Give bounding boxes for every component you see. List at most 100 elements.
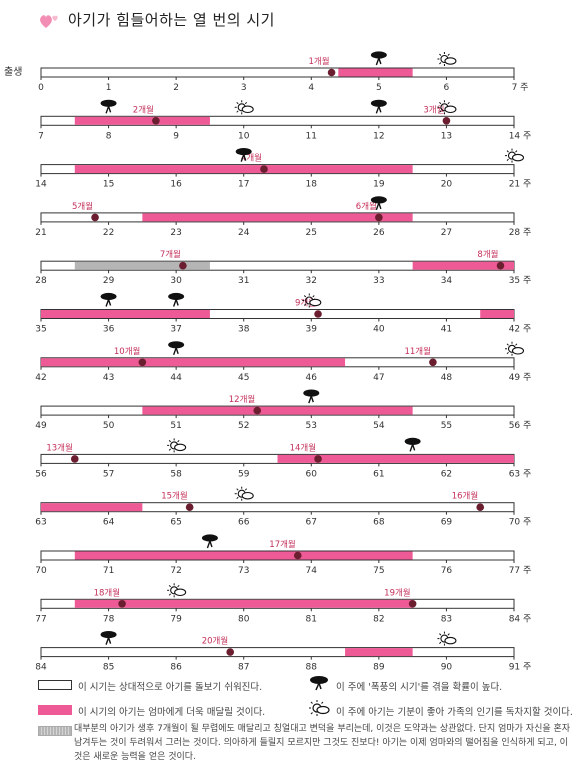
cloud-shape [511,153,525,162]
week-label: 35 주 [509,275,532,286]
sun-ray-shape [236,488,239,491]
week-label: 14 [35,180,47,190]
week-label: 36 [103,325,115,335]
sun-ray-shape [312,295,315,298]
week-label: 1 [106,83,112,93]
month-dot [429,358,437,367]
month-label: 16개월 [452,491,478,502]
storm-icon [100,292,117,307]
week-label: 24 [238,228,250,238]
month-dot [314,310,322,318]
storm-cloud-shape [370,99,387,107]
storm-icon [370,196,387,211]
week-label: 63 [35,518,46,528]
sun-ray-shape [439,633,442,636]
storm-cloud-shape [168,292,185,301]
sun-ray-shape [439,101,442,105]
week-label: 4 [308,83,314,93]
week-label: 14 주 [509,130,532,141]
sun-ray-shape [244,488,248,491]
cloud-shape [444,105,457,114]
week-label: 84 [35,663,47,670]
legend-clingy-swatch [38,705,72,715]
timeline-bar [40,115,515,126]
clingy-period [41,310,210,318]
week-label: 66 [238,518,250,528]
week-label: 85 [103,663,114,670]
storm-icon [100,631,117,645]
month-dot [70,455,79,463]
week-label: 33 [373,276,384,286]
sun-ray-shape [168,593,171,596]
storm-icon [100,99,117,114]
timeline-bar [40,67,515,78]
timeline-row: 7 8 9 10 11 12 13 14 주 2개월 3개월 [38,99,532,141]
week-label: 45 [238,373,249,383]
storm-rain-shape [240,154,247,162]
week-label: 40 [373,325,385,335]
week-label: 56 [35,469,47,479]
sun-ray-shape [447,101,450,105]
storm-icon [235,148,252,162]
legend-gray-paragraph: 대부분의 아기가 생후 7개월이 될 무렵에도 매달리고 칭얼대고 변덕을 부리… [74,724,571,762]
legend-easy-swatch [38,680,72,690]
clingy-period [74,599,413,608]
week-label: 48 [441,373,453,383]
timeline-bar [40,647,515,658]
cloud-shape [444,57,457,65]
month-dot [152,117,160,125]
week-label: 22 [103,228,114,238]
storm-rain-shape [206,540,213,549]
week-label: 42 [35,373,46,383]
week-label: 76 [441,566,453,576]
week-label: 38 [238,325,250,335]
clingy-period [142,213,413,222]
week-label: 28 [35,276,47,286]
month-label: 7개월 [160,249,181,260]
sun-ray-shape [506,343,509,346]
week-label: 50 [103,421,115,431]
week-label: 49 [35,421,47,431]
cloud-shape [444,636,457,645]
storm-rain-shape [409,444,416,452]
week-label: 32 [306,276,317,286]
week-label: 11 [306,131,317,141]
clingy-period [41,358,346,367]
week-label: 10 [238,131,250,141]
storm-rain-shape [375,106,382,114]
storm-icon [404,437,421,452]
storm-cloud-shape [168,341,185,349]
week-label: 57 [103,469,114,479]
month-dot [314,455,322,463]
timeline-row: 출생 0 1 2 3 4 5 6 7 주 1개월 [4,51,528,93]
week-label: 7 주 [512,82,529,93]
storm-icon [201,534,218,549]
month-dot [375,213,383,222]
week-label: 75 [373,566,384,576]
cloud-shape [511,347,525,355]
month-dot [91,213,99,222]
week-label: 54 [373,421,385,431]
week-label: 55 [441,421,452,431]
week-label: 9 [173,131,179,141]
month-label: 8개월 [477,249,498,260]
storm-cloud-shape [201,534,218,542]
storm-icon [370,51,387,66]
week-label: 28 주 [509,227,532,238]
month-dot [179,261,187,270]
week-label: 63 주 [509,468,532,479]
sun-cloud-icon [437,100,457,115]
month-label: 1개월 [308,56,329,67]
legend-gray-swatch [38,726,72,736]
week-label: 51 [170,421,181,431]
week-label: 41 [441,325,452,335]
legend-sunny-text: 이 주에 아기는 기분이 좋아 가족의 인기를 독차지할 것이다. [336,707,573,718]
sun-cloud-icon [437,631,457,646]
month-label: 6개월 [356,201,377,212]
sun-cloud-icon [234,100,254,115]
clingy-period [41,503,143,512]
clingy-period [277,454,514,463]
storm-icon [168,292,185,307]
legend: 이 시기는 상대적으로 아기를 돌보기 쉬워진다. 이 주에 '폭풍의 시기'를… [0,670,579,778]
heart-icon [40,15,58,28]
